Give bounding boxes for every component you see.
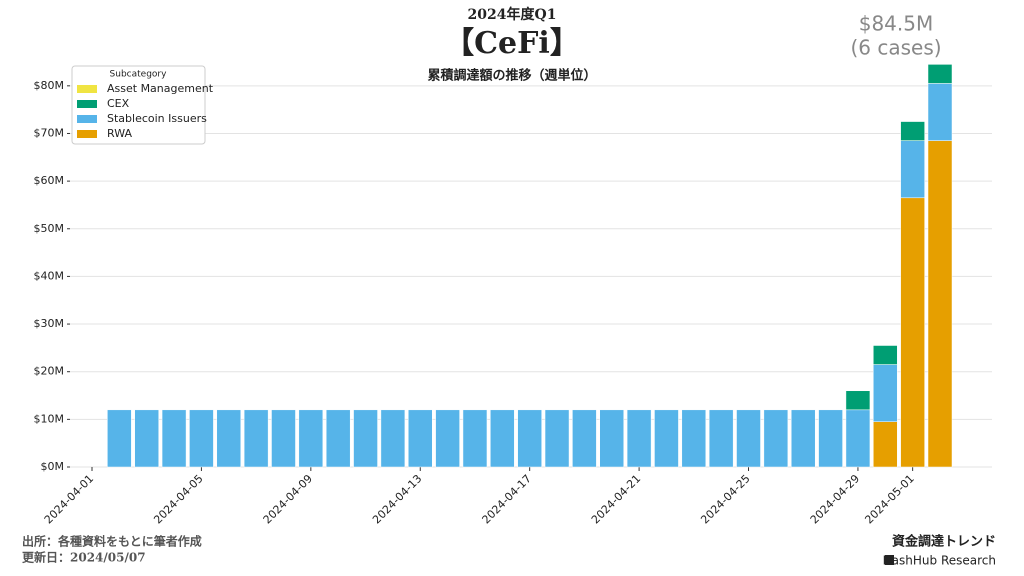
bar-segment: [298, 409, 324, 468]
x-tick-label: 2024-04-25: [698, 472, 752, 526]
bar-segment: [490, 409, 515, 468]
bar-segment: [408, 409, 433, 468]
bar-segment: [927, 83, 953, 141]
bar-segment: [763, 409, 789, 468]
bar-segment: [873, 345, 898, 365]
legend-swatch: [77, 85, 97, 93]
y-tick-label: $60M: [34, 174, 65, 187]
legend-swatch: [77, 115, 97, 123]
y-tick-label: $10M: [34, 412, 65, 425]
chart-subtitle: 累積調達額の推移（週単位）: [427, 68, 596, 84]
bar-segment: [189, 409, 214, 468]
bar-segment: [380, 409, 406, 468]
bar-segment: [435, 409, 460, 468]
y-tick-label: $20M: [34, 365, 65, 378]
bar-segment: [927, 140, 953, 468]
bar-segment: [599, 409, 624, 468]
y-tick-label: $80M: [34, 79, 65, 92]
legend-swatch: [77, 130, 97, 138]
x-tick-label: 2024-04-13: [370, 472, 424, 526]
bar-segment: [790, 409, 816, 468]
bar-segment: [873, 421, 898, 468]
bar-segment: [271, 409, 296, 468]
legend-swatch: [77, 100, 97, 108]
legend-label: Asset Management: [107, 82, 214, 95]
bar-segment: [353, 409, 378, 468]
x-tick-label: 2024-04-21: [589, 472, 643, 526]
bar-segment: [107, 409, 132, 468]
annotation: (6 cases): [850, 36, 941, 60]
bar-segment: [900, 197, 925, 468]
y-tick-label: $70M: [34, 126, 65, 139]
x-tick-label: 2024-05-01: [862, 472, 916, 526]
legend-label: RWA: [107, 127, 132, 140]
bar-segment: [134, 409, 159, 468]
y-tick-label: $30M: [34, 317, 65, 330]
bar-segment: [654, 409, 679, 468]
bar-segment: [818, 409, 843, 468]
x-tick-label: 2024-04-05: [151, 472, 205, 526]
footer-brand: 資金調達トレンド: [892, 534, 996, 550]
bar-segment: [900, 121, 925, 141]
bar-segment: [626, 409, 652, 468]
bar-segment: [927, 64, 953, 84]
bar-segment: [845, 409, 871, 468]
bar-segment: [681, 409, 707, 468]
footer-company: HashHub Research: [883, 554, 996, 568]
bar-segment: [845, 390, 871, 411]
logo: [885, 555, 894, 565]
bar-segment: [325, 409, 351, 468]
y-tick-label: $50M: [34, 222, 65, 235]
bar-segment: [544, 409, 570, 468]
x-tick-label: 2024-04-09: [261, 472, 315, 526]
bar-segment: [873, 364, 898, 422]
chart-heading: 【CeFi】: [444, 26, 580, 61]
bar-segment: [517, 409, 542, 468]
bar-segment: [161, 409, 187, 468]
bar-segment: [243, 409, 269, 468]
bar-segment: [900, 140, 925, 199]
footer-updated: 更新日：2024/05/07: [22, 550, 146, 565]
y-tick-label: $40M: [34, 269, 65, 282]
bar-segment: [462, 409, 488, 468]
chart-title: 2024年度Q1: [468, 6, 557, 23]
x-tick-label: 2024-04-17: [480, 472, 534, 526]
legend-title: Subcategory: [110, 70, 168, 80]
bar-segment: [708, 409, 734, 468]
x-tick-label: 2024-04-29: [808, 472, 862, 526]
bar-segment: [736, 409, 761, 468]
x-tick-label: 2024-04-01: [42, 472, 96, 526]
annotation: $84.5M: [859, 12, 934, 36]
legend-label: Stablecoin Issuers: [107, 112, 207, 125]
bar-segment: [572, 409, 597, 468]
legend-label: CEX: [107, 97, 130, 110]
legend-box: [71, 65, 206, 145]
legend: Subcategory Asset Management CEX Stablecoin…: [71, 65, 214, 145]
footer-source: 出所：各種資料をもとに筆者作成: [22, 534, 202, 549]
y-tick-label: $0M: [41, 460, 65, 473]
bar-segment: [216, 409, 242, 468]
